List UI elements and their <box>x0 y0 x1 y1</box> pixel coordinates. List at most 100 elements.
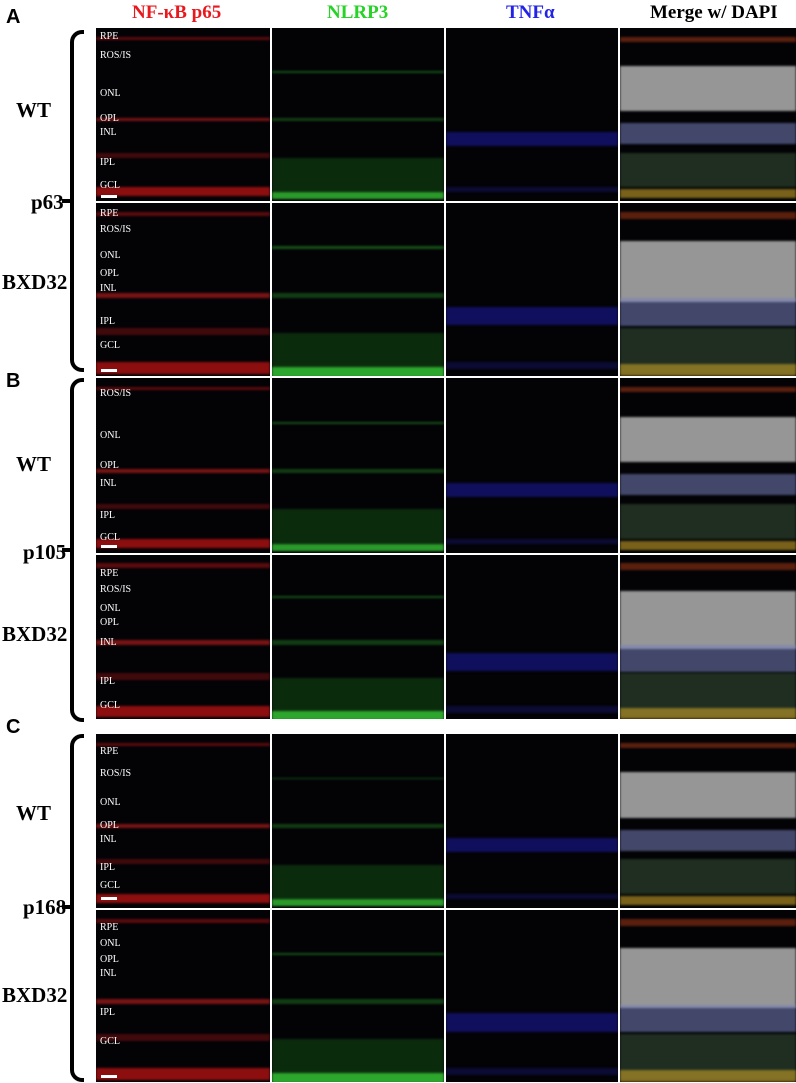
layer-label: GCL <box>100 180 120 191</box>
layer-label: GCL <box>100 1036 120 1047</box>
tissue-band <box>620 363 796 376</box>
tissue-band <box>620 416 796 462</box>
layer-label: ONL <box>100 797 121 808</box>
layer-label: RPE <box>100 208 119 219</box>
tissue-band <box>96 539 270 548</box>
tissue-band <box>272 367 444 376</box>
layer-label: INL <box>100 478 117 489</box>
tissue-band <box>96 1068 270 1080</box>
micrograph-tile <box>446 203 618 376</box>
tissue-band <box>620 386 796 392</box>
layer-label: ROS/IS <box>100 388 132 399</box>
tissue-band <box>620 298 796 327</box>
column-header-nfkb: NF-κB p65 <box>132 2 222 23</box>
layer-label: INL <box>100 834 117 845</box>
row-label-b-bxd32: BXD32 <box>2 622 68 646</box>
layer-label: OPL <box>100 820 119 831</box>
tissue-band <box>272 864 444 900</box>
tissue-band <box>620 36 796 42</box>
micrograph-tile <box>446 378 618 553</box>
layer-label: ROS/IS <box>100 584 132 595</box>
tissue-band <box>96 1033 270 1041</box>
tissue-band <box>272 544 444 552</box>
tissue-band <box>620 859 796 895</box>
row-label-c-bxd32: BXD32 <box>2 983 68 1007</box>
tissue-band <box>620 1004 796 1033</box>
layer-label: ROS/IS <box>100 768 132 779</box>
layer-label: IPL <box>100 676 115 687</box>
tissue-band <box>620 742 796 748</box>
tissue-band <box>620 645 796 672</box>
tissue-band <box>446 131 618 146</box>
micrograph-tile <box>446 910 618 1082</box>
layer-label: INL <box>100 127 117 138</box>
tissue-band <box>272 71 444 73</box>
tissue-band <box>620 918 796 926</box>
tissue-band <box>446 653 618 672</box>
layer-label: RPE <box>100 568 119 579</box>
micrograph-tile <box>620 734 796 908</box>
tissue-band <box>272 421 444 424</box>
tissue-band <box>96 999 270 1005</box>
micrograph-tile <box>96 378 270 553</box>
layer-label: RPE <box>100 922 119 933</box>
layer-label: ROS/IS <box>100 224 132 235</box>
layer-label: IPL <box>100 510 115 521</box>
micrograph-tile <box>272 203 444 376</box>
tissue-band <box>446 539 618 545</box>
tissue-band <box>446 362 618 370</box>
row-label-c-wt: WT <box>16 801 52 825</box>
layer-label: OPL <box>100 954 119 965</box>
tissue-band <box>272 1073 444 1082</box>
tissue-band <box>272 777 444 780</box>
scale-bar <box>101 897 117 900</box>
tissue-band <box>96 563 270 568</box>
tissue-band <box>96 362 270 374</box>
layer-label: ONL <box>100 250 121 261</box>
age-label-b: p105 <box>23 540 67 564</box>
micrograph-tile <box>96 910 270 1082</box>
tissue-band <box>272 899 444 907</box>
tissue-band <box>620 211 796 219</box>
column-header-nlrp3: NLRP3 <box>327 2 389 23</box>
layer-label: OPL <box>100 268 119 279</box>
layer-label: ONL <box>100 603 121 614</box>
tissue-band <box>446 705 618 713</box>
row-label-b-wt: WT <box>16 452 52 476</box>
tissue-band <box>272 469 444 473</box>
scale-bar <box>101 545 117 548</box>
tissue-band <box>272 157 444 193</box>
layer-label: ROS/IS <box>100 50 132 61</box>
layer-label: OPL <box>100 460 119 471</box>
tissue-band <box>620 123 796 144</box>
tissue-band <box>446 187 618 193</box>
tissue-band <box>272 509 444 545</box>
tissue-band <box>620 772 796 818</box>
layer-label: IPL <box>100 157 115 168</box>
tissue-band <box>446 306 618 326</box>
micrograph-tile <box>446 734 618 908</box>
tissue-band <box>96 187 270 196</box>
scale-bar <box>101 719 117 722</box>
panel-letter-c: C <box>6 716 21 738</box>
tissue-band <box>96 152 270 158</box>
tissue-band <box>96 918 270 924</box>
micrograph-tile <box>272 378 444 553</box>
scale-bar <box>101 195 117 198</box>
layer-label: OPL <box>100 113 119 124</box>
panel-letter-b: B <box>6 370 21 392</box>
tissue-band <box>446 838 618 853</box>
tissue-band <box>272 640 444 645</box>
tissue-band <box>620 241 796 302</box>
tissue-band <box>272 999 444 1005</box>
micrograph-tile <box>620 910 796 1082</box>
tissue-band <box>620 152 796 188</box>
layer-label: INL <box>100 968 117 979</box>
tissue-band <box>446 1068 618 1076</box>
tissue-band <box>96 859 270 865</box>
tissue-band <box>446 894 618 900</box>
micrograph-tile <box>446 555 618 719</box>
tissue-band <box>272 710 444 719</box>
micrograph-tile <box>620 555 796 719</box>
layer-label: GCL <box>100 532 120 543</box>
